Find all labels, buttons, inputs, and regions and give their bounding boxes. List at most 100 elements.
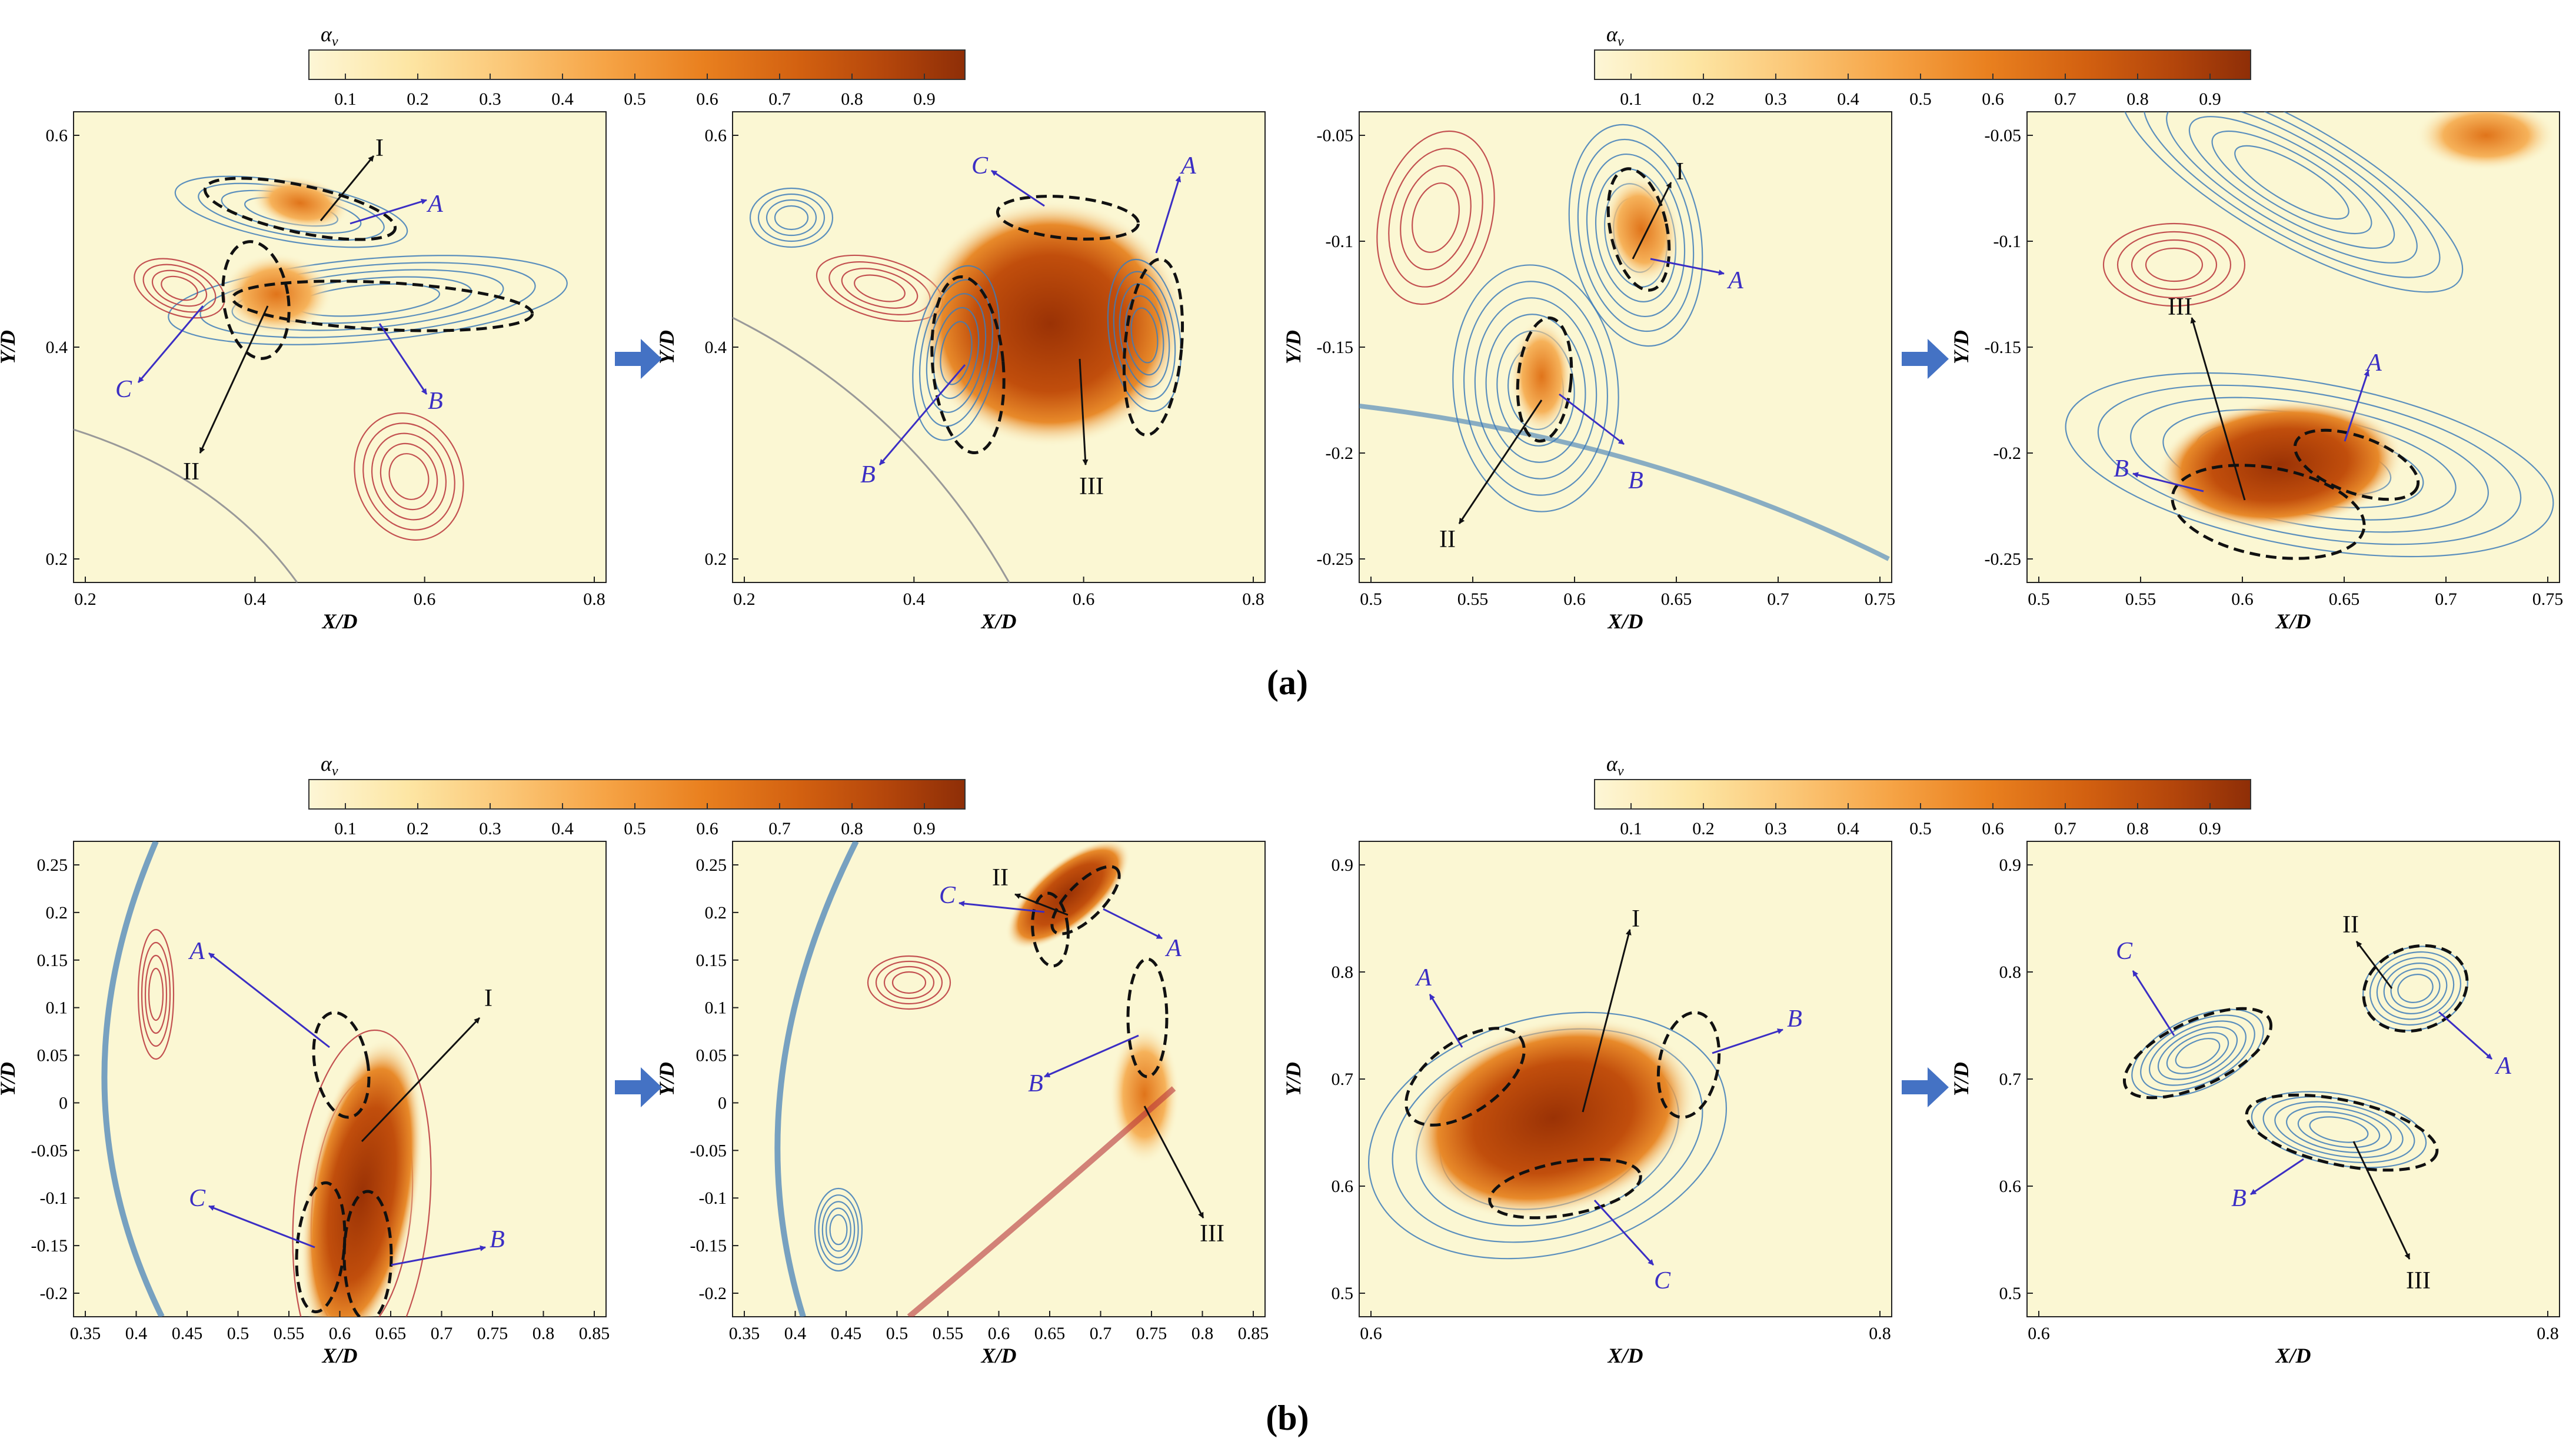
region-ellipse (312, 1011, 371, 1119)
x-tick-label: 0.55 (274, 1324, 305, 1343)
feature-label: B (1787, 1005, 1802, 1033)
colorbar-tick-label: 0.1 (1620, 89, 1642, 109)
x-tick-label: 0.65 (2329, 590, 2360, 609)
region-ellipse (2293, 428, 2420, 501)
annotation-arrow (208, 1205, 315, 1248)
feature-label: I (484, 985, 492, 1012)
annotation-arrow (2250, 1158, 2304, 1196)
y-tick-label: -0.1 (40, 1188, 68, 1208)
plot-area (732, 841, 1266, 1317)
x-tick-label: 0.75 (2532, 590, 2564, 609)
feature-label: II (183, 458, 199, 485)
x-tick-label: 0.4 (125, 1324, 148, 1343)
x-tick-label: 0.7 (1767, 590, 1789, 609)
y-tick-label: 0.05 (696, 1046, 727, 1066)
y-tick-label: -0.05 (690, 1141, 727, 1160)
annotation-arrow (2190, 317, 2246, 501)
x-tick-label: 0.8 (1869, 1324, 1891, 1343)
plot-contents: C A B III (733, 152, 1196, 582)
x-tick-label: 0.6 (1073, 590, 1095, 609)
annotation-arrow (1143, 1106, 1204, 1218)
y-tick-label: 0.2 (705, 550, 727, 569)
colorbar-3: αv 0.1 0.2 0.3 0.4 0.5 0.6 0.7 0.8 0.9 (308, 752, 966, 838)
y-tick-label: 0.25 (37, 855, 68, 875)
y-tick-label: 0.7 (1999, 1070, 2022, 1089)
colorbar-tick-label: 0.7 (2054, 89, 2076, 109)
annotation-arrow (361, 1017, 481, 1143)
feature-label: A (1164, 935, 1182, 962)
feature-label: A (1726, 267, 1743, 294)
x-tick-label: 0.8 (1242, 590, 1264, 609)
feature-label: B (2231, 1185, 2246, 1212)
feature-label: B (490, 1226, 505, 1253)
feature-label: III (2406, 1267, 2431, 1294)
x-tick-label: 0.6 (1360, 1324, 1382, 1343)
colorbar-symbol: αv (1606, 22, 1624, 49)
y-tick-label: -0.1 (699, 1188, 727, 1208)
x-tick-label: 0.65 (1661, 590, 1692, 609)
annotation-arrow (2132, 472, 2204, 492)
colorbar-tick-label: 0.8 (841, 89, 863, 109)
y-tick-label: -0.15 (31, 1236, 68, 1256)
colorbar-tick-label: 0.9 (2199, 89, 2221, 109)
x-tick-label: 0.4 (903, 590, 926, 609)
annotation-arrow (378, 323, 428, 395)
y-tick-label: -0.05 (31, 1141, 68, 1160)
y-tick-label: -0.2 (1993, 444, 2022, 463)
colorbar-tick-label: 0.6 (696, 89, 718, 109)
annotation-arrow (2355, 941, 2393, 989)
region-ellipse (1126, 957, 1169, 1078)
colorbar-tick-label: 0.2 (1692, 819, 1715, 838)
feature-label: III (1200, 1220, 1224, 1247)
feature-label: C (2116, 938, 2133, 965)
annotation-arrow (1155, 176, 1182, 254)
x-tick-label: 0.45 (831, 1324, 862, 1343)
feature-label: II (1439, 526, 1456, 553)
region-ellipse (1050, 865, 1121, 935)
panel-a4: III A B 0.5 0.55 0.6 0.65 0.7 0.75 -0.05 -0.1 -0.15… (1949, 111, 2564, 633)
y-tick-label: -0.2 (699, 1284, 727, 1303)
plot-contents: A I C B (101, 841, 505, 1317)
x-tick-label: 0.6 (988, 1324, 1010, 1343)
annotation-arrow (350, 198, 427, 225)
feature-label: B (1628, 467, 1643, 494)
colorbar-tick-label: 0.9 (2199, 819, 2221, 838)
colorbar-tick-label: 0.2 (407, 819, 429, 838)
x-tick-label: 0.35 (70, 1324, 101, 1343)
colorbar-2: αv 0.1 0.2 0.3 0.4 0.5 0.6 0.7 0.8 0.9 (1594, 22, 2251, 109)
region-ellipse (2245, 1093, 2439, 1172)
y-axis-label: Y/D (1949, 1062, 1973, 1096)
panel-b4: II C A B III 0.6 0.8 0.9 0.8 0.7 0.6 0.5 X/D Y/D (1949, 841, 2560, 1367)
region-ellipse (2122, 1007, 2273, 1100)
feature-label: III (1079, 473, 1104, 500)
transition-arrows (615, 339, 1949, 1107)
feature-label: A (426, 191, 443, 218)
y-tick-label: 0.6 (1332, 1177, 1354, 1196)
colorbar-tick-label: 0.7 (768, 819, 791, 838)
colorbar-tick-label: 0.2 (407, 89, 429, 109)
x-tick-label: 0.8 (532, 1324, 555, 1343)
plot-contents: I A B C (1368, 905, 1802, 1294)
feature-label: B (1028, 1070, 1043, 1097)
colorbar-gradient (308, 49, 966, 80)
feature-label: II (2342, 911, 2359, 938)
y-tick-label: 0.9 (1999, 855, 2022, 875)
feature-label: A (2494, 1053, 2511, 1080)
colorbar-gradient (1594, 49, 2251, 80)
region-ellipse (1031, 891, 1070, 968)
x-tick-label: 0.6 (1563, 590, 1586, 609)
colorbar-tick-label: 0.5 (1909, 819, 1932, 838)
x-tick-label: 0.6 (2028, 1324, 2050, 1343)
colorbar-1: αv 0.1 0.2 0.3 0.4 0.5 0.6 0.7 0.8 0.9 (308, 22, 966, 109)
y-tick-label: 0.6 (46, 126, 68, 145)
feature-label: II (992, 864, 1009, 891)
annotation-arrow (1044, 1034, 1139, 1078)
colorbar-tick-label: 0.4 (1837, 819, 1859, 838)
region-ellipse (1516, 316, 1573, 443)
colorbar-tick-label: 0.5 (624, 89, 646, 109)
colorbar-tick-label: 0.1 (1620, 819, 1642, 838)
colorbar-tick-label: 0.5 (1909, 89, 1932, 109)
x-axis-label: X/D (980, 610, 1016, 633)
